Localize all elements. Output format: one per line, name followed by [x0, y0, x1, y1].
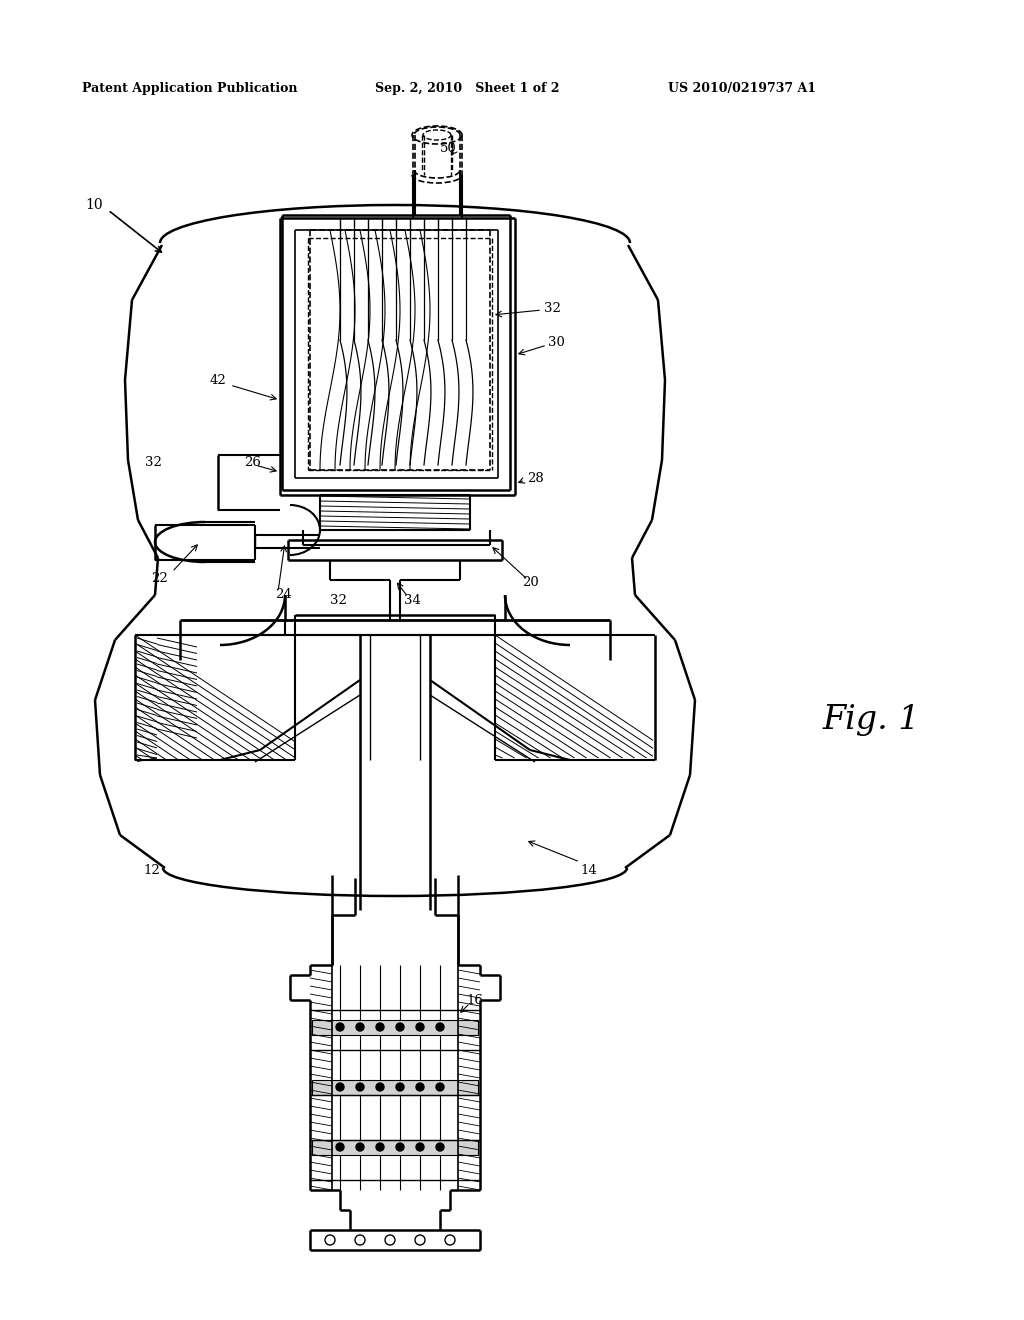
Circle shape [336, 1143, 344, 1151]
Circle shape [436, 1143, 444, 1151]
Circle shape [396, 1082, 404, 1092]
Text: 14: 14 [580, 863, 597, 876]
Text: 32: 32 [544, 301, 561, 314]
Bar [312, 1140, 478, 1155]
Text: Fig. 1: Fig. 1 [822, 704, 920, 737]
Circle shape [376, 1082, 384, 1092]
Text: 12: 12 [143, 863, 160, 876]
Circle shape [436, 1023, 444, 1031]
Circle shape [416, 1023, 424, 1031]
Circle shape [356, 1143, 364, 1151]
Circle shape [336, 1082, 344, 1092]
Circle shape [376, 1023, 384, 1031]
Text: Sep. 2, 2010   Sheet 1 of 2: Sep. 2, 2010 Sheet 1 of 2 [375, 82, 559, 95]
Circle shape [436, 1082, 444, 1092]
Circle shape [416, 1082, 424, 1092]
Circle shape [396, 1023, 404, 1031]
Bar [312, 1080, 478, 1096]
Circle shape [336, 1023, 344, 1031]
Text: 26: 26 [244, 455, 261, 469]
Text: 50: 50 [440, 141, 457, 154]
Text: Patent Application Publication: Patent Application Publication [82, 82, 298, 95]
Text: 32: 32 [330, 594, 347, 606]
Text: 28: 28 [527, 471, 544, 484]
Circle shape [356, 1082, 364, 1092]
Text: 34: 34 [404, 594, 421, 606]
Text: 16: 16 [466, 994, 483, 1006]
Bar [312, 1020, 478, 1035]
Text: 24: 24 [275, 589, 292, 602]
Circle shape [416, 1143, 424, 1151]
Text: 42: 42 [210, 374, 226, 387]
Text: 22: 22 [152, 572, 168, 585]
Circle shape [376, 1143, 384, 1151]
Text: 20: 20 [522, 577, 539, 590]
Text: 30: 30 [548, 335, 565, 348]
Text: 32: 32 [145, 455, 162, 469]
Text: US 2010/0219737 A1: US 2010/0219737 A1 [668, 82, 816, 95]
Circle shape [356, 1023, 364, 1031]
Circle shape [396, 1143, 404, 1151]
Text: 10: 10 [85, 198, 103, 213]
